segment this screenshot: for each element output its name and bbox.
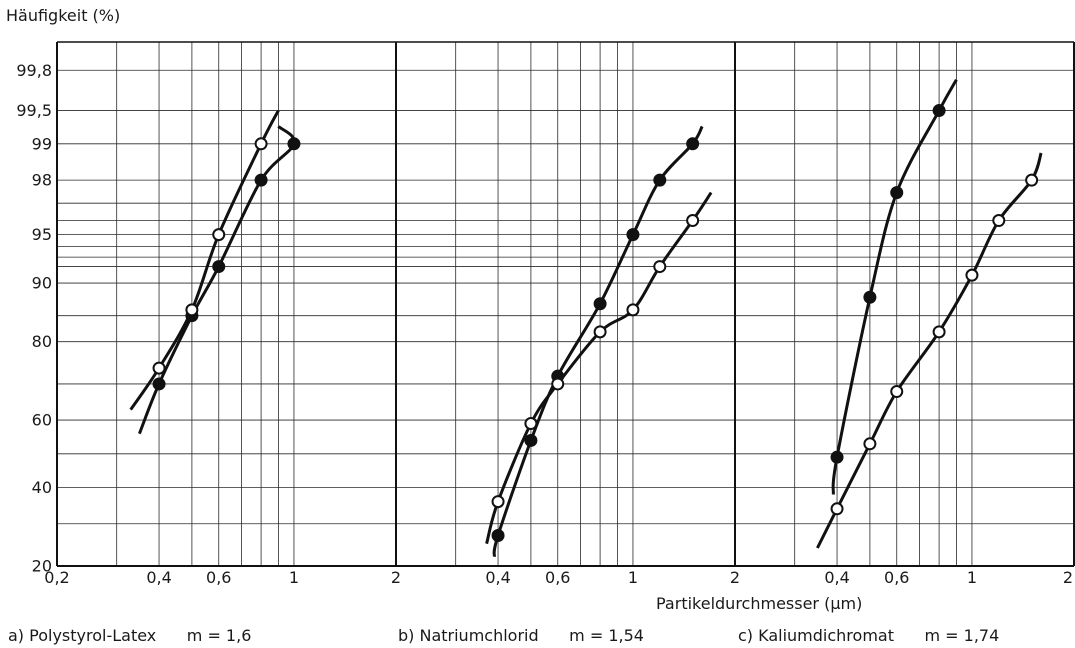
x-tick-label: 0,4 — [824, 568, 849, 587]
data-point-filled — [932, 104, 946, 118]
data-point-filled — [890, 186, 904, 200]
x-tick-label: 1 — [289, 568, 299, 587]
y-tick-label: 98 — [32, 171, 52, 190]
caption-b-m: m = 1,54 — [569, 626, 644, 645]
x-tick-label: 2 — [1063, 568, 1073, 587]
series-curve — [129, 109, 280, 411]
y-tick-label: 95 — [32, 225, 52, 244]
series-curve — [492, 125, 704, 557]
data-point-open — [932, 325, 946, 339]
data-point-filled — [653, 173, 667, 187]
y-tick-label: 99 — [32, 134, 52, 153]
data-point-open — [185, 303, 199, 317]
x-tick-label: 0,2 — [44, 568, 69, 587]
data-point-filled — [830, 450, 844, 464]
data-point-open — [524, 417, 538, 431]
data-point-open — [686, 214, 700, 228]
data-point-open — [863, 437, 877, 451]
data-point-open — [830, 502, 844, 516]
data-point-filled — [287, 137, 301, 151]
x-axis-title: Partikeldurchmesser (µm) — [656, 594, 863, 613]
data-point-open — [551, 377, 565, 391]
x-tick-label: 0,4 — [146, 568, 171, 587]
caption-b-text: b) Natriumchlorid — [398, 626, 539, 645]
caption-a-m: m = 1,6 — [186, 626, 252, 645]
y-tick-label: 90 — [32, 274, 52, 293]
data-point-filled — [152, 377, 166, 391]
caption-c-m: m = 1,74 — [924, 626, 1000, 645]
x-tick-label: 0,6 — [545, 568, 570, 587]
data-point-open — [491, 495, 505, 509]
data-point-filled — [863, 290, 877, 304]
data-point-filled — [254, 173, 268, 187]
data-point-filled — [593, 297, 607, 311]
caption-panel-a: a) Polystyrol-Latex m = 1,6 — [8, 626, 251, 645]
y-tick-label: 40 — [32, 478, 52, 497]
x-tick-label: 0,6 — [884, 568, 909, 587]
data-point-open — [254, 137, 268, 151]
data-point-filled — [491, 529, 505, 543]
x-tick-label: 2 — [730, 568, 740, 587]
data-point-open — [152, 361, 166, 375]
y-tick-label: 99,5 — [16, 101, 52, 120]
y-tick-label: 80 — [32, 332, 52, 351]
y-tick-label: 20 — [32, 557, 52, 576]
series-curve — [816, 152, 1043, 549]
caption-panel-b: b) Natriumchlorid m = 1,54 — [398, 626, 644, 645]
data-point-open — [626, 303, 640, 317]
data-point-filled — [626, 228, 640, 242]
x-tick-label: 1 — [967, 568, 977, 587]
data-point-open — [965, 268, 979, 282]
x-tick-label: 2 — [391, 568, 401, 587]
series-curve — [831, 78, 958, 495]
y-tick-label: 99,8 — [16, 61, 52, 80]
data-point-open — [212, 228, 226, 242]
data-point-filled — [686, 137, 700, 151]
caption-panel-c: c) Kaliumdichromat m = 1,74 — [738, 626, 999, 645]
x-tick-label: 0,6 — [206, 568, 231, 587]
data-point-filled — [524, 433, 538, 447]
series-curve — [485, 191, 713, 545]
y-axis-title: Häufigkeit (%) — [6, 6, 121, 25]
data-point-open — [992, 214, 1006, 228]
y-tick-label: 60 — [32, 411, 52, 430]
data-point-open — [653, 260, 667, 274]
x-tick-label: 1 — [628, 568, 638, 587]
data-point-open — [1025, 173, 1039, 187]
data-point-filled — [212, 260, 226, 274]
x-tick-label: 0,4 — [485, 568, 510, 587]
caption-a-text: a) Polystyrol-Latex — [8, 626, 157, 645]
data-point-open — [593, 325, 607, 339]
data-point-open — [890, 385, 904, 399]
caption-c-text: c) Kaliumdichromat — [738, 626, 894, 645]
